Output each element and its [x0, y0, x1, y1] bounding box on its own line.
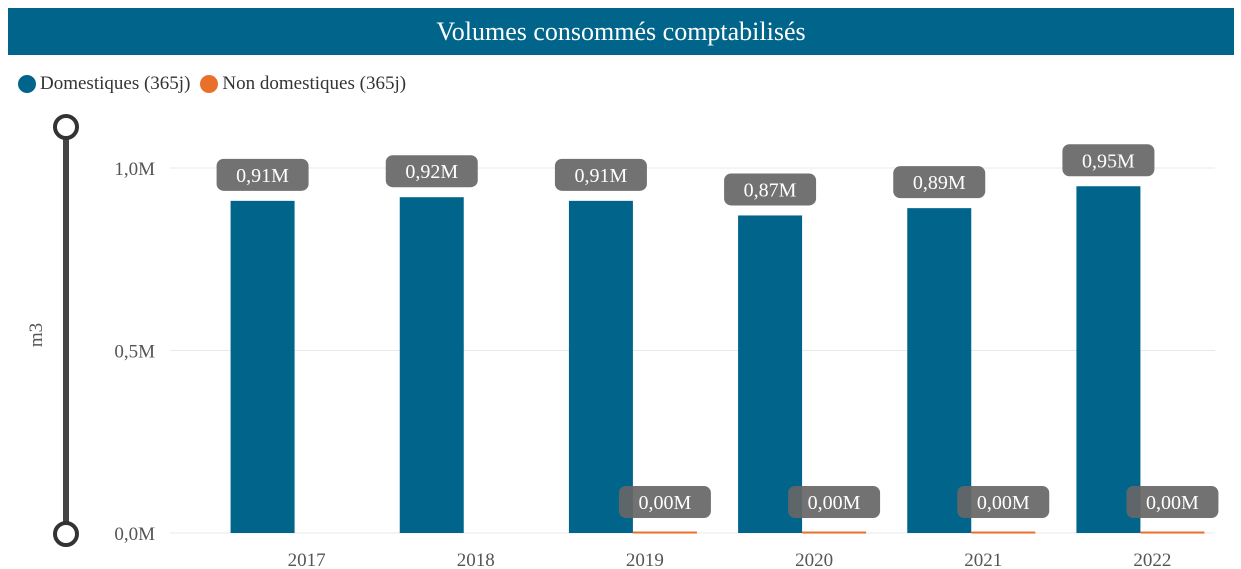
bar-non-domestiques[interactable]	[802, 531, 867, 534]
bar-domestiques[interactable]	[230, 200, 295, 533]
x-tick-label: 2018	[457, 550, 495, 569]
bar-domestiques[interactable]	[399, 197, 464, 533]
data-label: 0,89M	[893, 166, 986, 199]
bar-non-domestiques[interactable]	[971, 531, 1036, 534]
bar-domestiques[interactable]	[907, 208, 972, 533]
y-axis-title: m3	[26, 323, 47, 347]
legend: Domestiques (365j) Non domestiques (365j…	[18, 73, 416, 95]
legend-item-domestiques[interactable]: Domestiques (365j)	[18, 73, 190, 95]
y-axis-ticks: 0,0M 0,5M 1,0M	[114, 159, 155, 545]
x-tick-label: 2021	[964, 550, 1002, 569]
data-label: 0,00M	[788, 486, 881, 518]
data-label-box	[1062, 144, 1155, 177]
legend-item-non-domestiques[interactable]: Non domestiques (365j)	[200, 73, 406, 95]
zoom-slider-top-handle[interactable]	[53, 114, 79, 140]
data-label: 0,91M	[216, 158, 309, 191]
chart-title: Volumes consommés comptabilisés	[8, 8, 1234, 55]
data-label-box	[724, 173, 817, 206]
data-label-box	[216, 158, 309, 191]
data-label: 0,91M	[554, 158, 647, 191]
data-label-text: 0,87M	[744, 179, 797, 201]
data-labels: 0,91M 0,92M 0,91M 0,00M 0,87M 0,00M 0,89M 0,00M…	[216, 144, 1219, 518]
data-label-text: 0,91M	[236, 165, 289, 187]
data-label-box	[893, 166, 986, 199]
y-tick-label: 0,5M	[114, 342, 155, 363]
data-label: 0,00M	[618, 486, 711, 518]
x-tick-label: 2022	[1133, 550, 1171, 569]
y-axis-zoom-slider[interactable]	[53, 114, 79, 547]
legend-swatch-domestiques	[18, 75, 36, 93]
data-label-box	[788, 486, 881, 518]
data-label-text: 0,92M	[405, 161, 458, 183]
x-tick-label: 2019	[626, 550, 664, 569]
y-tick-label: 0,0M	[114, 524, 155, 545]
gridlines	[170, 167, 1215, 534]
bar-non-domestiques[interactable]	[1140, 531, 1205, 534]
bar-non-domestiques[interactable]	[632, 531, 697, 534]
data-label: 0,87M	[724, 173, 817, 206]
data-label: 0,00M	[1126, 486, 1219, 518]
bar-domestiques[interactable]	[1076, 186, 1141, 533]
data-label-box	[1126, 486, 1219, 518]
data-label: 0,92M	[385, 155, 478, 188]
legend-label-non-domestiques: Non domestiques (365j)	[222, 73, 407, 94]
data-label-text: 0,00M	[808, 492, 861, 514]
zoom-slider-bottom-handle[interactable]	[53, 521, 79, 547]
y-tick-label: 1,0M	[114, 159, 155, 180]
bar-domestiques[interactable]	[568, 200, 633, 533]
data-label: 0,00M	[957, 486, 1050, 518]
bars	[230, 186, 1205, 534]
legend-label-domestiques: Domestiques (365j)	[40, 73, 191, 94]
data-label-text: 0,00M	[639, 492, 692, 514]
x-tick-label: 2020	[795, 550, 833, 569]
x-axis-ticks: 2017 2018 2019 2020 2021 2022	[288, 550, 1172, 569]
data-label-box	[618, 486, 711, 518]
data-label-text: 0,00M	[1146, 492, 1199, 514]
data-label-box	[385, 155, 478, 188]
data-label-text: 0,91M	[575, 165, 628, 187]
data-label-text: 0,00M	[977, 492, 1030, 514]
data-label-text: 0,89M	[913, 172, 966, 194]
x-tick-label: 2017	[288, 550, 326, 569]
data-label-box	[957, 486, 1050, 518]
bar-domestiques[interactable]	[738, 215, 803, 533]
legend-swatch-non-domestiques	[200, 75, 219, 93]
data-label-text: 0,95M	[1082, 150, 1135, 172]
data-label: 0,95M	[1062, 144, 1155, 177]
data-label-box	[554, 158, 647, 191]
